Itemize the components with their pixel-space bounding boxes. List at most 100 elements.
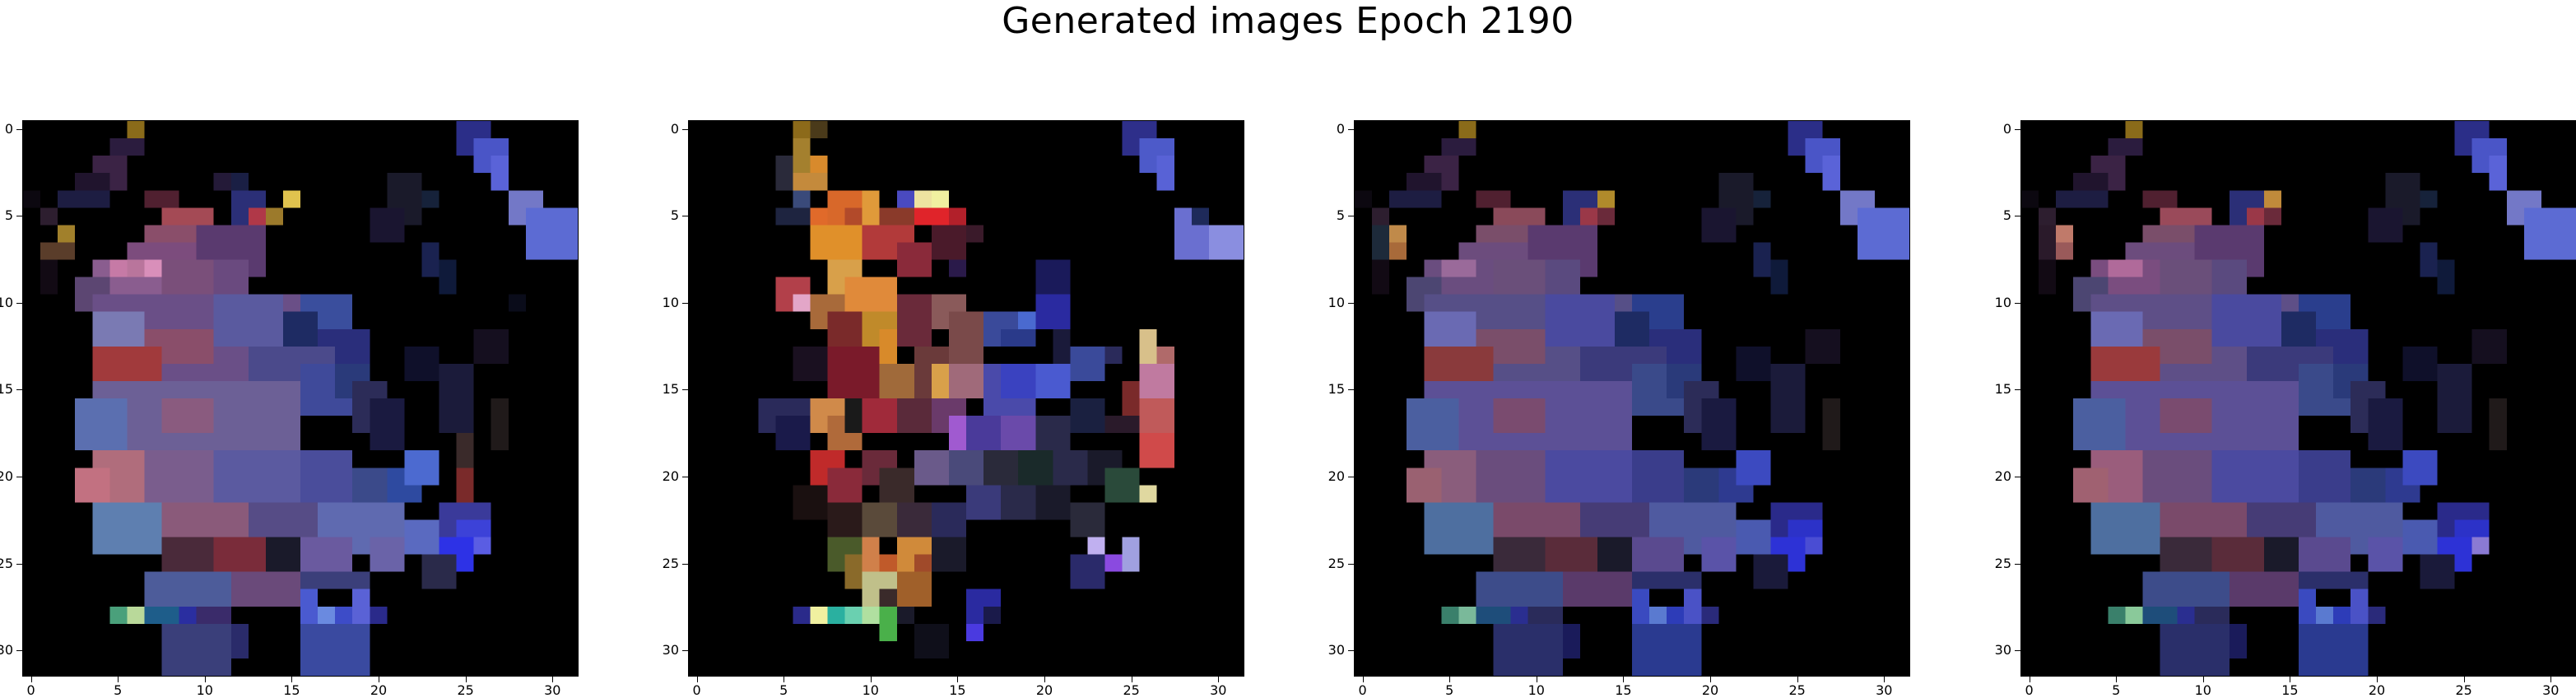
pixel-block	[1753, 554, 1788, 589]
pixel-block	[1122, 537, 1140, 572]
pixel-block	[1407, 398, 1459, 451]
pixel-block	[230, 571, 300, 607]
pixel-block	[2263, 190, 2281, 208]
pixel-block	[1441, 138, 1476, 156]
pixel-block	[161, 259, 214, 295]
pixel-block	[1104, 554, 1123, 572]
pixel-block	[2211, 450, 2299, 503]
pixel-block	[75, 468, 110, 503]
pixel-block	[1753, 190, 1771, 208]
y-tick-label: 10	[0, 294, 13, 310]
pixel-block	[966, 416, 1002, 451]
pixel-block	[2108, 138, 2143, 156]
pixel-block	[1035, 259, 1071, 295]
y-tick-mark	[1348, 389, 1354, 391]
y-tick-label: 5	[2002, 207, 2011, 224]
x-tick-label: 20	[370, 682, 388, 698]
pixel-block	[265, 537, 300, 572]
pixel-block	[109, 259, 128, 277]
generated-image-4-pixels	[2021, 121, 2576, 676]
pixel-block	[508, 294, 526, 312]
pixel-block	[1701, 606, 1719, 624]
pixel-block	[896, 190, 914, 208]
y-tick-mark	[682, 128, 688, 130]
pixel-block	[1139, 328, 1157, 364]
pixel-block	[213, 537, 266, 572]
pixel-block	[827, 502, 863, 537]
pixel-block	[931, 537, 966, 572]
pixel-block	[1770, 259, 1788, 295]
pixel-block	[966, 225, 984, 243]
pixel-block	[1156, 156, 1174, 191]
y-tick-label: 20	[1328, 468, 1345, 485]
pixel-block	[879, 328, 897, 364]
generated-image-2-pixels	[758, 121, 1244, 658]
pixel-block	[2350, 589, 2369, 624]
pixel-block	[2056, 225, 2074, 243]
pixel-block	[2402, 346, 2438, 381]
x-tick-label: 30	[2542, 682, 2560, 698]
pixel-block	[525, 207, 578, 260]
pixel-block	[2160, 537, 2212, 572]
pixel-block	[1493, 537, 1546, 572]
pixel-block	[1614, 311, 1650, 347]
x-tick-label: 5	[1445, 682, 1454, 698]
pixel-block	[1104, 468, 1140, 503]
pixel-block	[844, 277, 897, 312]
pixel-block	[92, 311, 145, 347]
pixel-block	[161, 537, 214, 572]
pixel-block	[161, 623, 231, 676]
pixel-block	[1736, 346, 1771, 381]
pixel-block	[1597, 190, 1615, 208]
pixel-block	[2489, 398, 2507, 451]
pixel-block	[1001, 485, 1036, 520]
y-tick-label: 0	[670, 120, 679, 137]
pixel-block	[1035, 363, 1071, 398]
pixel-block	[1104, 346, 1123, 364]
pixel-block	[914, 207, 949, 226]
pixel-block	[1441, 259, 1476, 277]
pixel-block	[879, 606, 897, 641]
x-tick-mark	[118, 677, 119, 682]
pixel-block	[879, 363, 914, 398]
y-tick-label: 25	[1328, 555, 1345, 571]
y-tick-mark	[2015, 650, 2020, 652]
pixel-block	[810, 156, 828, 174]
generated-image-2	[688, 120, 1244, 677]
x-tick-mark	[2550, 677, 2552, 682]
pixel-block	[282, 190, 300, 208]
generated-image-3	[1354, 120, 1910, 677]
pixel-block	[793, 138, 811, 174]
pixel-block	[1476, 450, 1546, 503]
pixel-block	[1562, 623, 1580, 658]
pixel-block	[2056, 242, 2074, 260]
y-tick-label: 5	[4, 207, 13, 224]
pixel-block	[2437, 363, 2472, 434]
pixel-block	[2420, 190, 2438, 208]
y-tick-label: 20	[0, 468, 13, 485]
pixel-block	[793, 190, 811, 208]
pixel-block	[1493, 623, 1563, 676]
pixel-block	[1493, 259, 1546, 295]
pixel-block	[421, 554, 457, 589]
pixel-block	[1070, 502, 1105, 537]
pixel-block	[1035, 416, 1071, 451]
pixel-block	[1139, 433, 1174, 468]
pixel-block	[931, 363, 949, 398]
pixel-block	[931, 190, 949, 208]
x-tick-mark	[957, 677, 959, 682]
pixel-block	[265, 207, 283, 226]
x-tick-mark	[1884, 677, 1886, 682]
pixel-block	[1822, 398, 1840, 451]
y-tick-label: 25	[662, 555, 679, 571]
pixel-block	[300, 623, 370, 676]
pixel-block	[2039, 259, 2057, 295]
pixel-block	[1407, 468, 1442, 503]
y-tick-label: 20	[662, 468, 679, 485]
x-tick-label: 25	[457, 682, 474, 698]
y-tick-label: 0	[4, 120, 13, 137]
pixel-block	[1701, 207, 1737, 243]
x-tick-label: 30	[1876, 682, 1893, 698]
x-tick-mark	[870, 677, 872, 682]
pixel-block	[370, 537, 405, 572]
